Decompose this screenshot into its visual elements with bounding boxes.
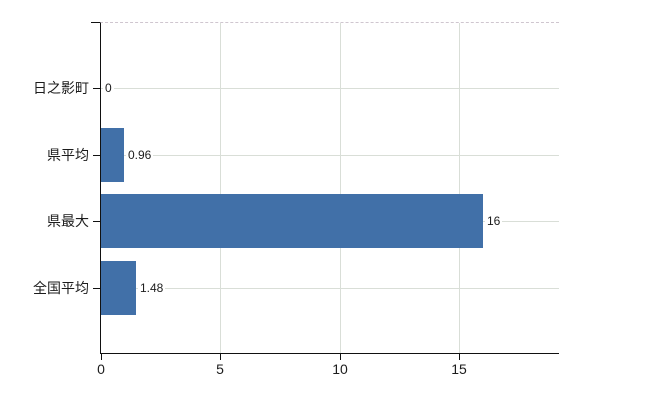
x-tick: [101, 354, 102, 360]
bar: [101, 128, 124, 182]
x-tick: [220, 354, 221, 360]
x-tick-label: 0: [97, 361, 105, 377]
category-label: 全国平均: [33, 280, 89, 296]
category-label: 県最大: [47, 213, 89, 229]
x-tick-label: 5: [216, 361, 224, 377]
category-label: 日之影町: [33, 80, 89, 96]
x-tick: [459, 354, 460, 360]
gridline-vertical: [340, 23, 341, 353]
gridline-horizontal: [101, 288, 559, 289]
bar: [101, 194, 483, 248]
plot-area: [100, 22, 559, 354]
y-tick: [93, 288, 100, 289]
y-tick: [93, 155, 100, 156]
gridline-vertical: [459, 23, 460, 353]
bar: [101, 261, 136, 315]
gridline-vertical: [220, 23, 221, 353]
x-tick-label: 15: [451, 361, 467, 377]
x-tick-label: 10: [332, 361, 348, 377]
bar-value-label: 1.48: [138, 281, 166, 295]
y-axis-end-tick: [91, 22, 100, 23]
y-tick: [93, 88, 100, 89]
gridline-horizontal: [101, 88, 559, 89]
category-label: 県平均: [47, 147, 89, 163]
bar-value-label: 0: [103, 81, 114, 95]
bar-value-label: 0.96: [126, 148, 154, 162]
gridline-horizontal: [101, 155, 559, 156]
bar-value-label: 16: [485, 214, 503, 228]
x-tick: [340, 354, 341, 360]
y-tick: [93, 221, 100, 222]
